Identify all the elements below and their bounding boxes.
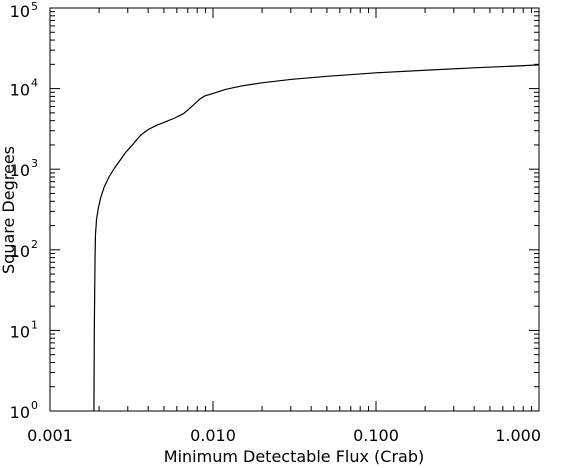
- x-tick-labels: 0.001 0.010 0.100 1.000: [27, 426, 541, 445]
- y-tick-exponent: 0: [31, 399, 38, 412]
- y-tick-label: 10: [10, 81, 30, 100]
- plot-frame: [49, 7, 540, 412]
- y-tick-label: 10: [10, 403, 30, 422]
- y-tick-label: 10: [10, 242, 30, 261]
- x-tick-label: 0.001: [27, 426, 73, 445]
- y-tick-exponent: 1: [31, 318, 38, 331]
- y-axis-label: Square Degrees: [0, 146, 18, 274]
- x-tick-label: 0.010: [190, 426, 236, 445]
- y-tick-label: 10: [10, 322, 30, 341]
- y-tick-exponent: 3: [31, 157, 38, 170]
- x-tick-label: 1.000: [495, 426, 541, 445]
- series-line: [93, 64, 540, 412]
- y-tick-label: 10: [10, 2, 30, 21]
- y-tick-exponent: 5: [31, 0, 38, 13]
- x-tick-label: 0.100: [353, 426, 399, 445]
- tick-marks: [49, 8, 539, 412]
- y-tick-label: 10: [10, 161, 30, 180]
- y-tick-exponent: 4: [31, 77, 38, 90]
- y-tick-exponent: 2: [31, 238, 38, 251]
- x-axis-label: Minimum Detectable Flux (Crab): [164, 447, 424, 466]
